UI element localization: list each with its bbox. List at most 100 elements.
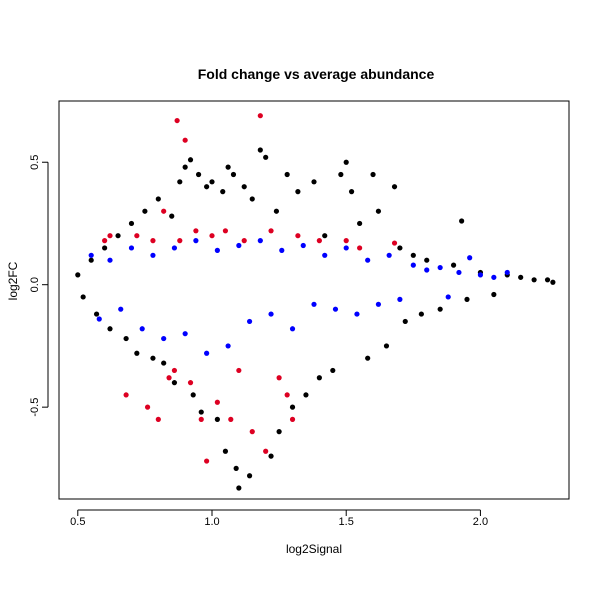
data-point xyxy=(504,269,510,276)
data-point xyxy=(166,375,172,381)
data-point xyxy=(80,294,86,300)
data-point xyxy=(161,208,167,214)
data-point xyxy=(134,350,140,356)
data-point xyxy=(115,233,121,239)
data-point xyxy=(424,257,430,263)
data-point xyxy=(491,291,497,298)
data-point xyxy=(174,117,180,124)
data-point xyxy=(88,252,94,258)
data-point xyxy=(150,238,156,244)
data-point xyxy=(303,392,309,398)
data-point xyxy=(144,404,151,410)
data-point xyxy=(75,272,81,278)
data-point xyxy=(365,257,371,263)
plot-frame xyxy=(58,100,570,500)
data-point xyxy=(236,367,242,374)
data-point xyxy=(268,453,274,459)
data-point xyxy=(171,380,178,386)
data-point xyxy=(241,238,247,244)
data-point xyxy=(142,208,148,214)
data-point xyxy=(249,429,255,435)
data-point xyxy=(187,157,194,163)
y-axis: -0.5 0.0 0.5 xyxy=(29,155,49,417)
data-point xyxy=(128,245,135,251)
data-point xyxy=(204,184,210,190)
data-point xyxy=(365,355,371,361)
data-point xyxy=(193,238,199,244)
y-tick-label: 0.0 xyxy=(29,277,41,292)
data-point xyxy=(343,159,349,165)
data-point xyxy=(169,213,175,219)
data-point xyxy=(236,242,242,249)
data-point xyxy=(88,257,94,263)
data-point xyxy=(263,448,269,454)
data-point xyxy=(123,392,129,398)
data-point xyxy=(222,448,229,454)
data-point xyxy=(357,245,363,251)
data-point xyxy=(445,294,451,300)
data-point xyxy=(375,301,382,307)
data-point xyxy=(397,296,403,302)
x-tick-label: 2.0 xyxy=(473,516,488,528)
data-point xyxy=(289,404,296,410)
data-point xyxy=(437,306,443,312)
data-point xyxy=(410,262,416,268)
x-tick-label: 1.5 xyxy=(339,516,354,528)
data-points xyxy=(75,113,556,491)
data-point xyxy=(397,245,403,251)
data-point xyxy=(263,154,269,160)
data-point xyxy=(230,171,237,178)
y-tick-label: 0.5 xyxy=(29,155,41,170)
data-point xyxy=(273,208,280,214)
data-point xyxy=(102,238,108,244)
data-point xyxy=(134,233,140,239)
data-point xyxy=(531,277,537,283)
data-point xyxy=(348,189,355,195)
data-point xyxy=(150,355,156,361)
data-point xyxy=(190,392,196,398)
data-point xyxy=(311,301,317,307)
data-point xyxy=(332,306,339,312)
data-point xyxy=(257,238,263,244)
data-point xyxy=(354,311,360,317)
data-point xyxy=(195,171,202,178)
x-tick-label: 0.5 xyxy=(70,516,85,528)
data-point xyxy=(182,164,188,170)
data-point xyxy=(118,306,124,312)
data-point xyxy=(182,331,188,337)
data-point xyxy=(343,238,349,244)
data-point xyxy=(289,416,296,422)
data-point xyxy=(311,179,317,185)
data-point xyxy=(410,252,416,258)
data-point xyxy=(107,326,113,332)
data-point xyxy=(322,252,328,258)
data-point xyxy=(279,247,285,253)
data-point xyxy=(456,269,462,276)
data-point xyxy=(222,228,229,234)
data-point xyxy=(550,279,556,285)
data-point xyxy=(171,367,178,374)
data-point xyxy=(139,326,145,332)
data-point xyxy=(204,350,210,356)
data-point xyxy=(246,473,253,479)
data-point xyxy=(402,318,408,325)
x-axis: 0.5 1.0 1.5 2.0 xyxy=(70,509,488,528)
data-point xyxy=(193,228,199,234)
data-point xyxy=(225,164,231,170)
data-point xyxy=(316,238,322,244)
data-point xyxy=(257,113,263,119)
data-point xyxy=(343,245,349,251)
data-point xyxy=(209,233,215,239)
data-point xyxy=(228,416,234,422)
data-point xyxy=(198,409,204,415)
data-point xyxy=(383,343,390,349)
data-point xyxy=(268,311,274,317)
data-point xyxy=(246,318,253,325)
data-point xyxy=(236,485,242,491)
data-point xyxy=(544,277,551,283)
data-point xyxy=(214,399,220,405)
data-point xyxy=(418,311,424,317)
data-point xyxy=(375,208,382,214)
data-point xyxy=(128,220,135,227)
